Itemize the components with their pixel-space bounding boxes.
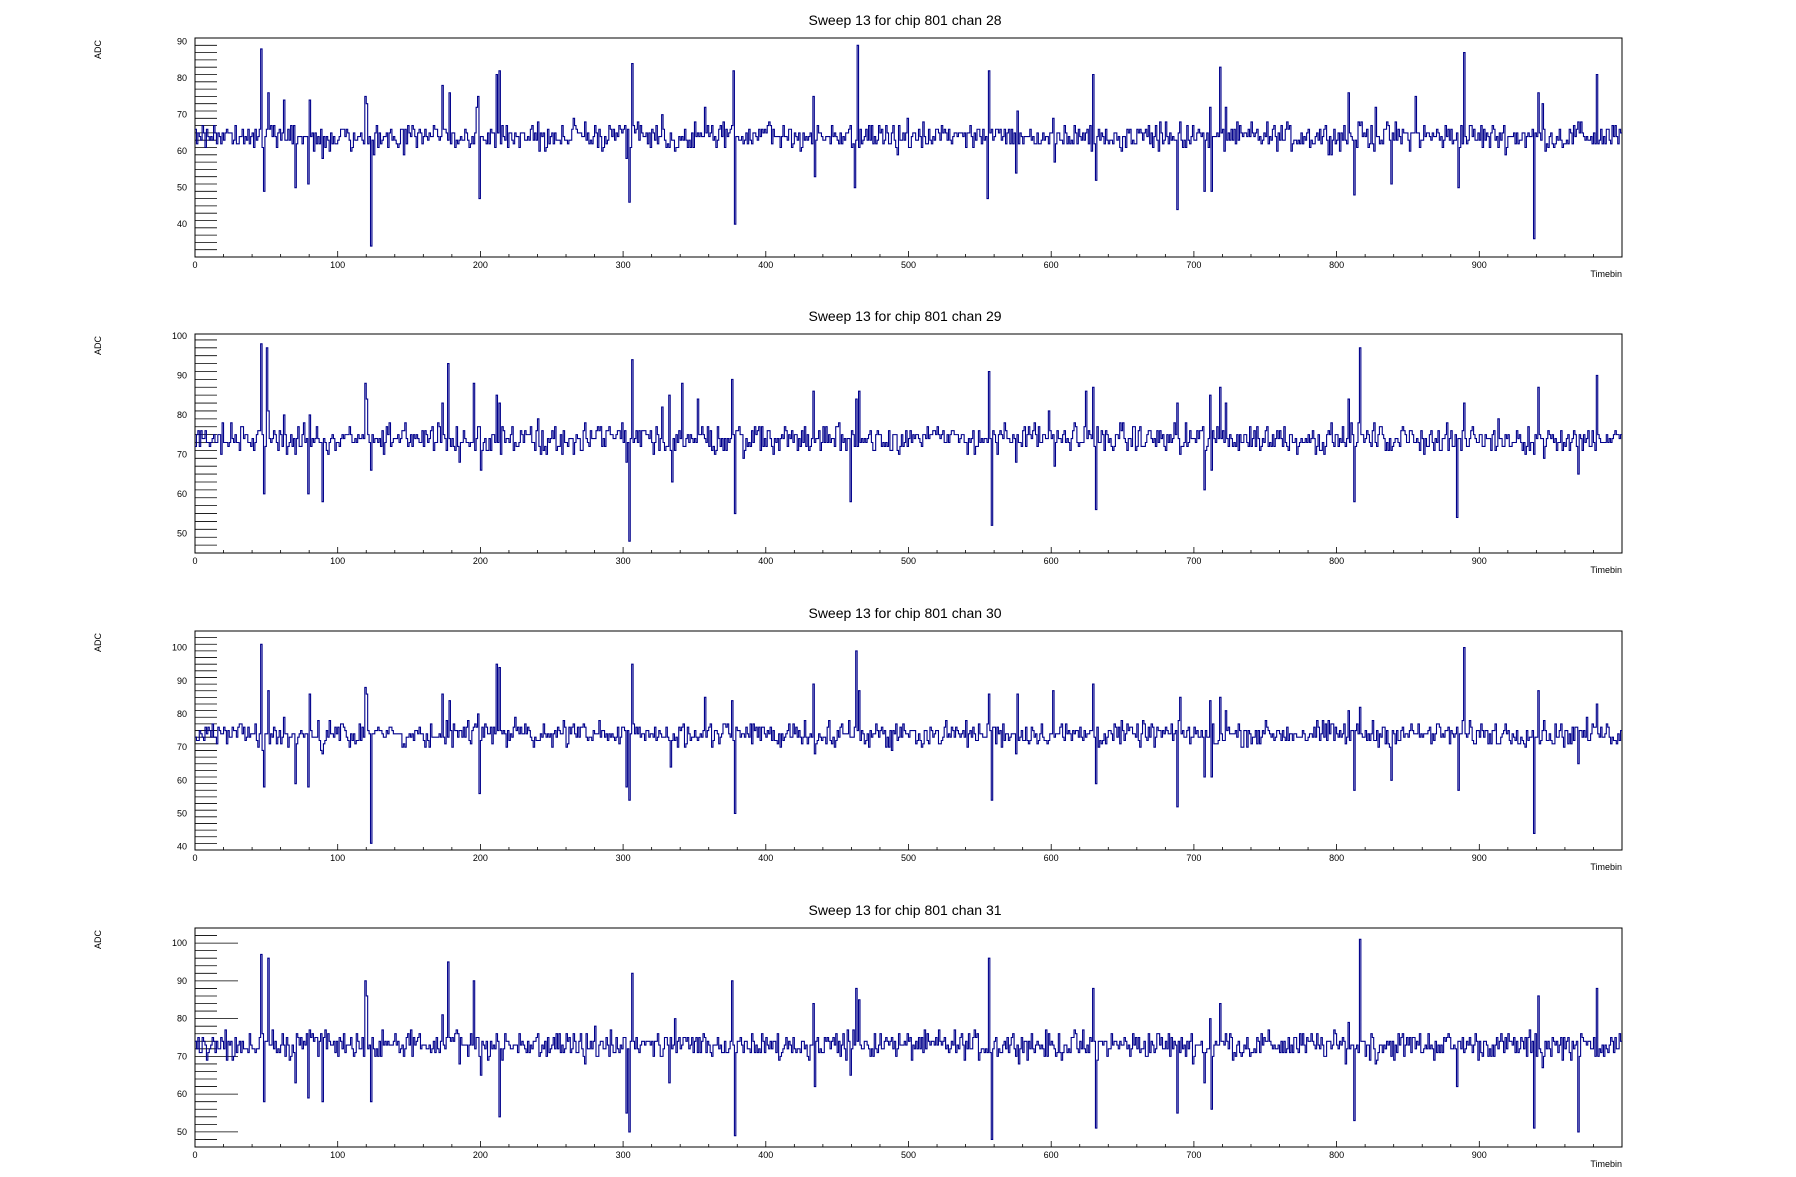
- x-tick-label: 900: [1472, 260, 1487, 270]
- y-tick-label: 80: [177, 1014, 187, 1024]
- y-axis-label: ADC: [93, 40, 103, 60]
- chart-title: Sweep 13 for chip 801 chan 31: [808, 902, 1001, 918]
- y-tick-label: 40: [177, 219, 187, 229]
- chart-panel-3: Sweep 13 for chip 801 chan 30 ADC Timebin 4…: [93, 605, 1623, 872]
- x-tick-label: 200: [473, 853, 488, 863]
- chart-title: Sweep 13 for chip 801 chan 30: [808, 605, 1001, 621]
- x-tick-label: 300: [616, 1150, 631, 1160]
- x-axis-label: Timebin: [1590, 1159, 1622, 1169]
- x-tick-label: 700: [1186, 1150, 1201, 1160]
- y-axis-label: ADC: [93, 336, 103, 356]
- y-tick-label: 60: [177, 146, 187, 156]
- y-tick-label: 50: [177, 183, 187, 193]
- x-tick-label: 400: [758, 556, 773, 566]
- x-axis-label: Timebin: [1590, 565, 1622, 575]
- y-tick-label: 80: [177, 410, 187, 420]
- y-tick-label: 60: [177, 1089, 187, 1099]
- chart-panel-2: Sweep 13 for chip 801 chan 29 ADC Timebin 5…: [93, 308, 1623, 575]
- x-tick-label: 700: [1186, 853, 1201, 863]
- x-axis-label: Timebin: [1590, 269, 1622, 279]
- chart-panel-4: Sweep 13 for chip 801 chan 31 ADC Timebin 5…: [93, 902, 1623, 1169]
- x-tick-label: 800: [1329, 1150, 1344, 1160]
- y-axis-label: ADC: [93, 930, 103, 950]
- x-tick-label: 700: [1186, 556, 1201, 566]
- y-tick-label: 100: [172, 643, 187, 653]
- x-tick-label: 100: [330, 1150, 345, 1160]
- x-tick-label: 200: [473, 556, 488, 566]
- x-tick-label: 600: [1044, 260, 1059, 270]
- y-tick-label: 60: [177, 489, 187, 499]
- chart-panel-1: Sweep 13 for chip 801 chan 28 ADC Timebin 4…: [93, 12, 1623, 279]
- adc-series-line: [195, 643, 1622, 844]
- x-tick-label: 900: [1472, 556, 1487, 566]
- y-axis-label: ADC: [93, 633, 103, 653]
- y-tick-label: 80: [177, 73, 187, 83]
- x-tick-label: 400: [758, 853, 773, 863]
- x-tick-label: 400: [758, 260, 773, 270]
- chart-title: Sweep 13 for chip 801 chan 29: [808, 308, 1001, 324]
- x-tick-label: 600: [1044, 853, 1059, 863]
- x-tick-label: 500: [901, 260, 916, 270]
- x-tick-label: 0: [192, 260, 197, 270]
- y-tick-label: 90: [177, 37, 187, 47]
- y-tick-label: 50: [177, 528, 187, 538]
- plot-frame: [194, 630, 1623, 851]
- y-tick-label: 70: [177, 742, 187, 752]
- adc-series-line: [195, 938, 1622, 1140]
- y-tick-label: 70: [177, 1051, 187, 1061]
- adc-series-line: [195, 44, 1622, 247]
- x-tick-label: 300: [616, 853, 631, 863]
- y-tick-label: 90: [177, 370, 187, 380]
- x-axis-label: Timebin: [1590, 862, 1622, 872]
- x-tick-label: 200: [473, 1150, 488, 1160]
- y-tick-label: 80: [177, 709, 187, 719]
- x-tick-label: 500: [901, 853, 916, 863]
- x-tick-label: 200: [473, 260, 488, 270]
- x-tick-label: 100: [330, 260, 345, 270]
- x-tick-label: 600: [1044, 556, 1059, 566]
- x-tick-label: 100: [330, 556, 345, 566]
- y-tick-label: 40: [177, 842, 187, 852]
- y-tick-label: 50: [177, 809, 187, 819]
- x-tick-label: 600: [1044, 1150, 1059, 1160]
- y-tick-label: 100: [172, 938, 187, 948]
- y-tick-label: 90: [177, 676, 187, 686]
- adc-series-line: [195, 343, 1622, 542]
- x-tick-label: 100: [330, 853, 345, 863]
- x-tick-label: 0: [192, 853, 197, 863]
- x-tick-label: 300: [616, 556, 631, 566]
- x-tick-label: 800: [1329, 853, 1344, 863]
- y-tick-label: 50: [177, 1127, 187, 1137]
- x-tick-label: 500: [901, 1150, 916, 1160]
- x-tick-label: 300: [616, 260, 631, 270]
- y-tick-label: 70: [177, 110, 187, 120]
- y-tick-label: 90: [177, 976, 187, 986]
- x-tick-label: 0: [192, 556, 197, 566]
- x-tick-label: 700: [1186, 260, 1201, 270]
- x-tick-label: 900: [1472, 1150, 1487, 1160]
- x-tick-label: 800: [1329, 260, 1344, 270]
- y-tick-label: 100: [172, 331, 187, 341]
- x-tick-label: 900: [1472, 853, 1487, 863]
- y-tick-label: 70: [177, 449, 187, 459]
- x-tick-label: 0: [192, 1150, 197, 1160]
- chart-title: Sweep 13 for chip 801 chan 28: [808, 12, 1001, 28]
- x-tick-label: 400: [758, 1150, 773, 1160]
- x-tick-label: 500: [901, 556, 916, 566]
- y-tick-label: 60: [177, 775, 187, 785]
- x-tick-label: 800: [1329, 556, 1344, 566]
